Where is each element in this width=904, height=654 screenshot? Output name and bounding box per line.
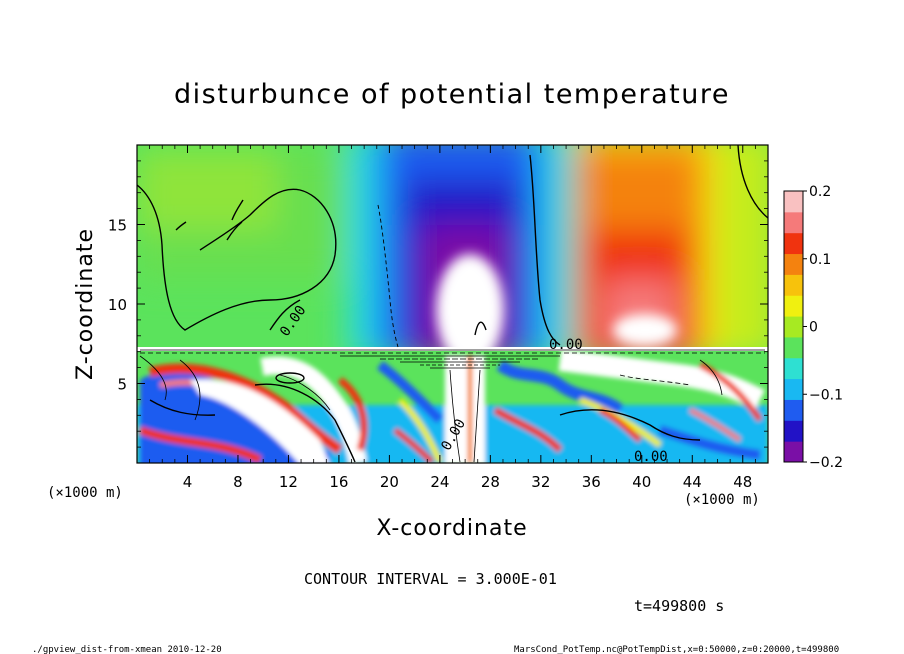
colorbar-tick-label: 0.2 (809, 184, 831, 200)
x-tick-label: 8 (233, 473, 243, 491)
contour-lines (137, 145, 768, 348)
colorbar-swatch (784, 316, 803, 338)
x-tick-label: 4 (183, 473, 193, 491)
y-tick-label: 10 (108, 296, 127, 314)
x-tick-label: 20 (380, 473, 399, 491)
chart-title: disturbunce of potential temperature (174, 79, 730, 110)
x-tick-label: 40 (632, 473, 651, 491)
x-tick-label: 36 (582, 473, 601, 491)
footer-right: MarsCond_PotTemp.nc@PotTempDist,x=0:5000… (514, 645, 839, 654)
colorbar-tick-label: 0 (809, 320, 818, 336)
x-tick-label: 28 (481, 473, 500, 491)
x-tick-label: 48 (733, 473, 752, 491)
colorbar-swatch (784, 399, 803, 421)
x-tick-label: 16 (329, 473, 348, 491)
heatmap-field (137, 145, 768, 463)
colorbar-tick-label: 0.1 (809, 252, 831, 268)
contour-label-2: 0.00 (549, 337, 583, 353)
contour-label-4: 0.00 (634, 449, 668, 465)
upper-field (137, 145, 768, 347)
x-tick-label: 44 (683, 473, 702, 491)
colorbar-swatch (784, 441, 803, 463)
x-tick-label: 32 (531, 473, 550, 491)
colorbar-swatch (784, 295, 803, 317)
colorbar-swatch (784, 336, 803, 359)
colorbar (784, 191, 803, 463)
y-tick-label: 5 (117, 376, 127, 394)
x-tick-label: 24 (430, 473, 449, 491)
y-tick-label: 15 (108, 217, 127, 235)
footer-left: ./gpview_dist-from-xmean 2010-12-20 (32, 645, 222, 654)
colorbar-swatch (784, 232, 803, 255)
x-unit-left: (×1000 m) (47, 485, 123, 501)
y-axis-ticks: 5 10 15 (108, 160, 768, 448)
x-tick-label: 12 (279, 473, 298, 491)
colorbar-swatch (784, 420, 803, 442)
lower-field (137, 347, 768, 463)
colorbar-swatch (784, 253, 803, 275)
x-axis-ticks: 4 8 12 16 20 24 28 32 36 40 44 48 (149, 145, 756, 491)
colorbar-swatch (784, 378, 803, 400)
colorbar-swatch (784, 274, 803, 296)
contour-interval: CONTOUR INTERVAL = 3.000E-01 (304, 570, 557, 588)
colorbar-swatch (784, 191, 803, 213)
colorbar-swatch (784, 211, 803, 234)
x-axis-label: X-coordinate (376, 516, 527, 541)
x-unit-right: (×1000 m) (684, 492, 760, 508)
colorbar-tick-label: −0.2 (809, 455, 843, 471)
time-stamp: t=499800 s (634, 597, 724, 615)
y-axis-label: Z-coordinate (73, 228, 98, 380)
colorbar-swatch (784, 357, 803, 380)
colorbar-ticks: 0.2 0.1 0 −0.1 −0.2 (803, 184, 843, 471)
colorbar-tick-label: −0.1 (809, 387, 843, 403)
